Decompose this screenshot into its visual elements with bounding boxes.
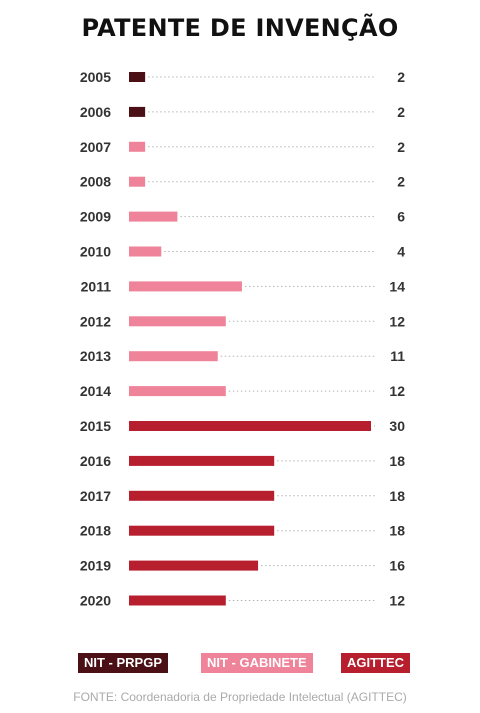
value-label-2010: 4 (397, 244, 405, 260)
year-label-2010: 2010 (80, 244, 111, 260)
bar-2007 (129, 141, 146, 152)
year-label-2019: 2019 (80, 558, 111, 574)
bar-2019 (129, 560, 259, 571)
year-label-2011: 2011 (81, 278, 112, 294)
bar-2008 (129, 176, 146, 187)
legend-item-nit-prpgp: NIT - PRPGP (78, 653, 169, 673)
value-label-2008: 2 (397, 174, 405, 190)
bar-2016 (129, 455, 275, 466)
value-label-2018: 18 (389, 523, 405, 539)
bar-chart: 2005 2 2006 2 2007 2 2008 2 2009 6 2010 4 2011 14 2012… (80, 69, 405, 609)
year-label-2018: 2018 (80, 523, 111, 539)
bar-2018 (129, 525, 275, 536)
value-label-2020: 12 (389, 593, 405, 609)
legend-item-nit-gabinete: NIT - GABINETE (201, 653, 313, 673)
year-label-2016: 2016 (80, 453, 111, 469)
value-label-2009: 6 (397, 209, 405, 225)
bar-2017 (129, 490, 275, 501)
year-label-2015: 2015 (80, 418, 111, 434)
value-label-2016: 18 (389, 453, 405, 469)
legend-item-agittec: AGITTEC (341, 653, 411, 673)
value-label-2005: 2 (397, 69, 405, 85)
year-label-2008: 2008 (80, 174, 111, 190)
bar-2013 (129, 351, 218, 362)
year-label-2013: 2013 (80, 348, 111, 364)
year-label-2007: 2007 (80, 139, 111, 155)
value-label-2014: 12 (389, 383, 405, 399)
bar-2009 (129, 211, 178, 222)
value-label-2012: 12 (389, 313, 405, 329)
bar-2006 (129, 106, 146, 117)
year-label-2014: 2014 (80, 383, 111, 399)
year-label-2012: 2012 (80, 313, 111, 329)
value-label-2015: 30 (389, 418, 405, 434)
bar-2014 (129, 386, 226, 397)
value-label-2017: 18 (389, 488, 405, 504)
source-note: FONTE: Coordenadoria de Propriedade Inte… (73, 690, 407, 704)
bar-2010 (129, 246, 162, 257)
value-label-2007: 2 (397, 139, 405, 155)
year-label-2020: 2020 (80, 593, 111, 609)
bar-2020 (129, 595, 226, 606)
bar-2011 (129, 281, 242, 292)
value-label-2019: 16 (389, 558, 405, 574)
year-label-2006: 2006 (80, 104, 111, 120)
bar-2015 (129, 421, 371, 431)
year-label-2017: 2017 (80, 488, 111, 504)
bar-2005 (129, 72, 146, 82)
legend: NIT - PRPGP NIT - GABINETE AGITTEC (0, 653, 480, 673)
value-label-2013: 11 (390, 348, 405, 364)
value-label-2006: 2 (397, 104, 405, 120)
bar-2012 (129, 316, 226, 327)
chart-title: PATENTE DE INVENÇÃO (81, 14, 399, 42)
year-label-2009: 2009 (80, 209, 111, 225)
value-label-2011: 14 (389, 278, 405, 294)
year-label-2005: 2005 (80, 69, 111, 85)
